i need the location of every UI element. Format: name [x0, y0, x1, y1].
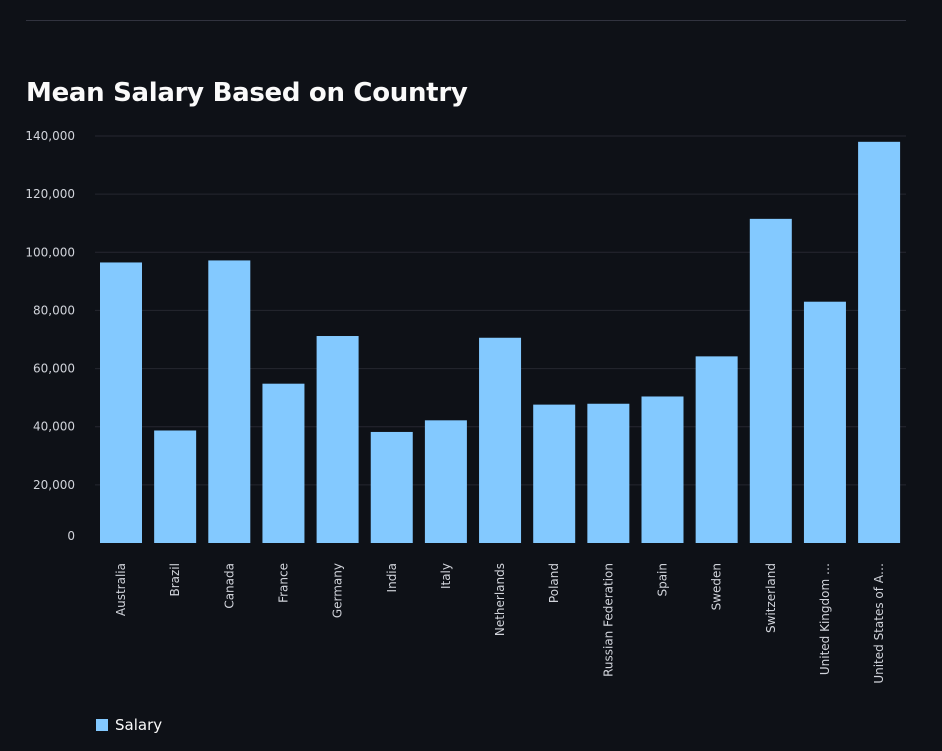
y-axis: 0 20,000 40,000 60,000 80,000 100,000 120,000 1… — [25, 129, 75, 543]
x-tick-label: France — [276, 563, 290, 603]
x-tick-label: Italy — [439, 563, 453, 589]
y-tick-label: 60,000 — [33, 362, 75, 376]
bar-brazil[interactable] — [154, 430, 197, 543]
x-tick-label: India — [385, 563, 399, 592]
y-tick-label: 120,000 — [25, 187, 75, 201]
x-tick-label: Germany — [331, 563, 345, 618]
x-tick-label: Spain — [656, 563, 670, 597]
x-tick-label: United States of A… — [872, 563, 886, 684]
chart-title: Mean Salary Based on Country — [26, 78, 468, 108]
divider — [26, 20, 906, 21]
bar-switzerland[interactable] — [749, 218, 792, 543]
legend-swatch — [96, 719, 108, 731]
y-tick-label: 80,000 — [33, 303, 75, 317]
bar-india[interactable] — [370, 431, 413, 543]
x-tick-label: Netherlands — [493, 563, 507, 636]
legend[interactable]: Salary — [96, 716, 162, 734]
x-tick-label: Russian Federation — [601, 563, 615, 677]
bar-united-states-of-a[interactable] — [858, 141, 901, 544]
y-tick-label: 140,000 — [25, 129, 75, 143]
y-tick-label: 100,000 — [25, 245, 75, 259]
y-tick-label: 0 — [67, 529, 75, 543]
y-tick-label: 40,000 — [33, 420, 75, 434]
bar-layer[interactable] — [100, 141, 901, 544]
x-tick-label: Switzerland — [764, 563, 778, 633]
x-tick-label: Canada — [222, 563, 236, 609]
bar-australia[interactable] — [100, 262, 142, 543]
y-tick-label: 20,000 — [33, 478, 75, 492]
bar-united-kingdom[interactable] — [803, 301, 846, 543]
x-tick-label: United Kingdom … — [818, 563, 832, 675]
bar-canada[interactable] — [208, 260, 251, 543]
x-tick-label: Sweden — [710, 563, 724, 610]
legend-label-salary: Salary — [115, 716, 163, 734]
x-tick-label: Brazil — [168, 563, 182, 597]
x-tick-label: Australia — [114, 563, 128, 616]
bar-russian-federation[interactable] — [587, 403, 630, 543]
bar-italy[interactable] — [424, 420, 467, 543]
bar-sweden[interactable] — [695, 356, 738, 543]
bar-france[interactable] — [262, 383, 305, 543]
x-axis: Australia Brazil Canada France Germany India I… — [114, 563, 886, 684]
bar-poland[interactable] — [533, 404, 576, 543]
bar-spain[interactable] — [641, 396, 684, 543]
bar-netherlands[interactable] — [479, 337, 522, 543]
x-tick-label: Poland — [547, 563, 561, 603]
bar-germany[interactable] — [316, 336, 359, 543]
